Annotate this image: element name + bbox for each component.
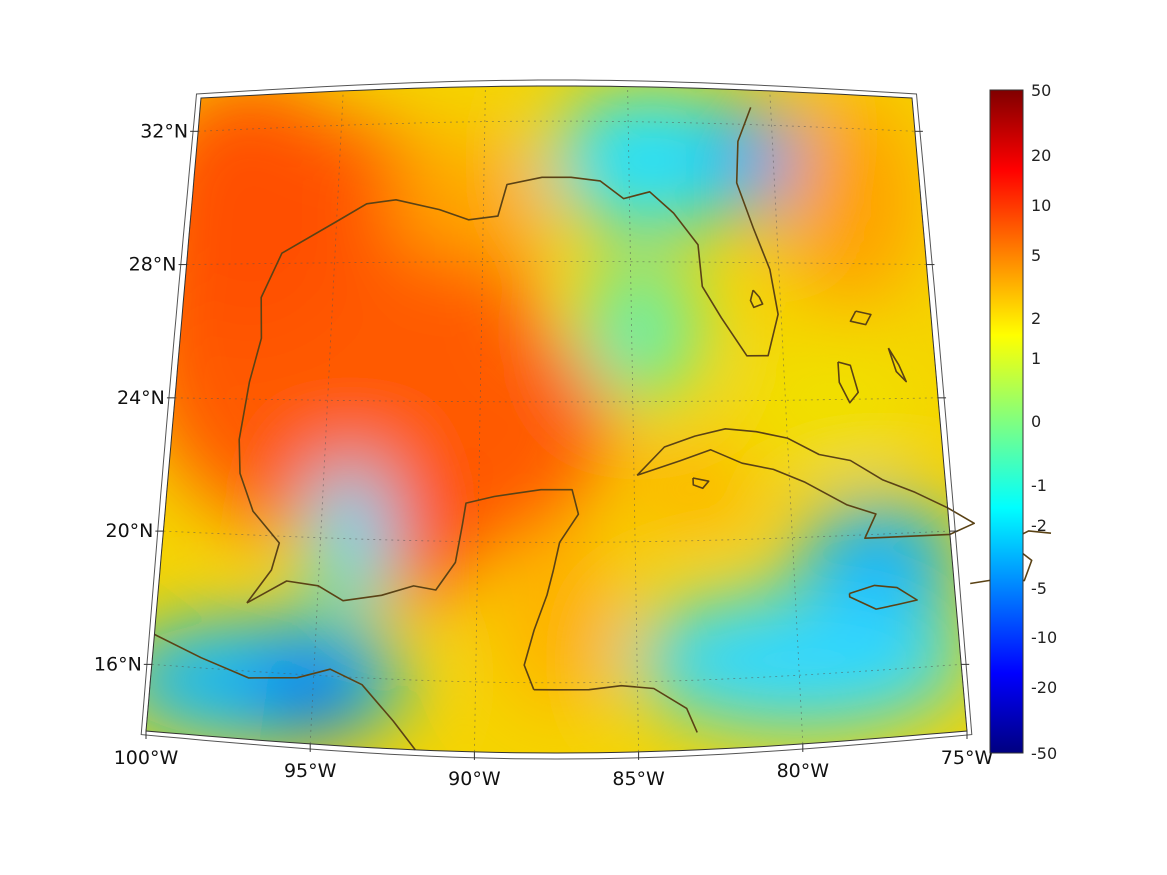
colorbar-tick-label: -50 [1031, 744, 1057, 763]
colorbar-tick-label: 5 [1031, 246, 1041, 265]
meridian-line [309, 90, 344, 744]
coastline-segment [238, 107, 779, 604]
colorbar-tick-label: -20 [1031, 678, 1057, 697]
coastline-segment [154, 633, 416, 751]
colorbar-tick-label: -2 [1031, 516, 1047, 535]
lon-tick-label: 80°W [777, 760, 830, 782]
coastline-segment [636, 428, 975, 539]
lon-tick-label: 85°W [612, 768, 665, 790]
colorbar-bar [989, 89, 1024, 754]
lon-tick-label: 90°W [448, 768, 501, 790]
colorbar-tick-label: 20 [1031, 146, 1051, 165]
parallel-line [163, 530, 950, 543]
lat-tick-label: 28°N [129, 254, 177, 276]
colorbar-tick-label: 50 [1031, 81, 1051, 100]
colorbar-tick-label: -10 [1031, 628, 1057, 647]
meridian-line [769, 90, 804, 744]
colorbar-tick-label: -1 [1031, 476, 1047, 495]
colorbar-tick-label: 1 [1031, 349, 1041, 368]
coastline [154, 107, 1052, 751]
colorbar-tick-label: 0 [1031, 412, 1041, 431]
colorbar-tick-label: 2 [1031, 309, 1041, 328]
colorbar-tick-label: -5 [1031, 579, 1047, 598]
coastline-segment [749, 289, 764, 309]
coastline-segment [837, 361, 859, 404]
coastline-segment [692, 477, 710, 490]
colorbar-tick-label: 10 [1031, 196, 1051, 215]
frame-outer-band [140, 79, 973, 760]
lon-tick-label: 95°W [284, 760, 337, 782]
lon-tick-label: 75°W [941, 747, 994, 769]
lat-tick-label: 32°N [140, 120, 188, 142]
coastline-segment [533, 684, 698, 733]
longitude-labels: 100°W 95°W 90°W 85°W 80°W 75°W [114, 731, 994, 790]
lat-tick-label: 16°N [94, 653, 142, 675]
coastline-segment [848, 584, 918, 610]
coastline-segment [887, 347, 907, 383]
lon-tick-label: 100°W [114, 747, 179, 769]
parallel-line [174, 397, 939, 403]
coastline-segment [246, 488, 580, 690]
lat-tick-label: 24°N [117, 387, 165, 409]
latitude-labels: 16°N 20°N 24°N 28°N 32°N [94, 120, 970, 675]
coastline-segment [849, 310, 872, 326]
lat-tick-label: 20°N [106, 520, 154, 542]
